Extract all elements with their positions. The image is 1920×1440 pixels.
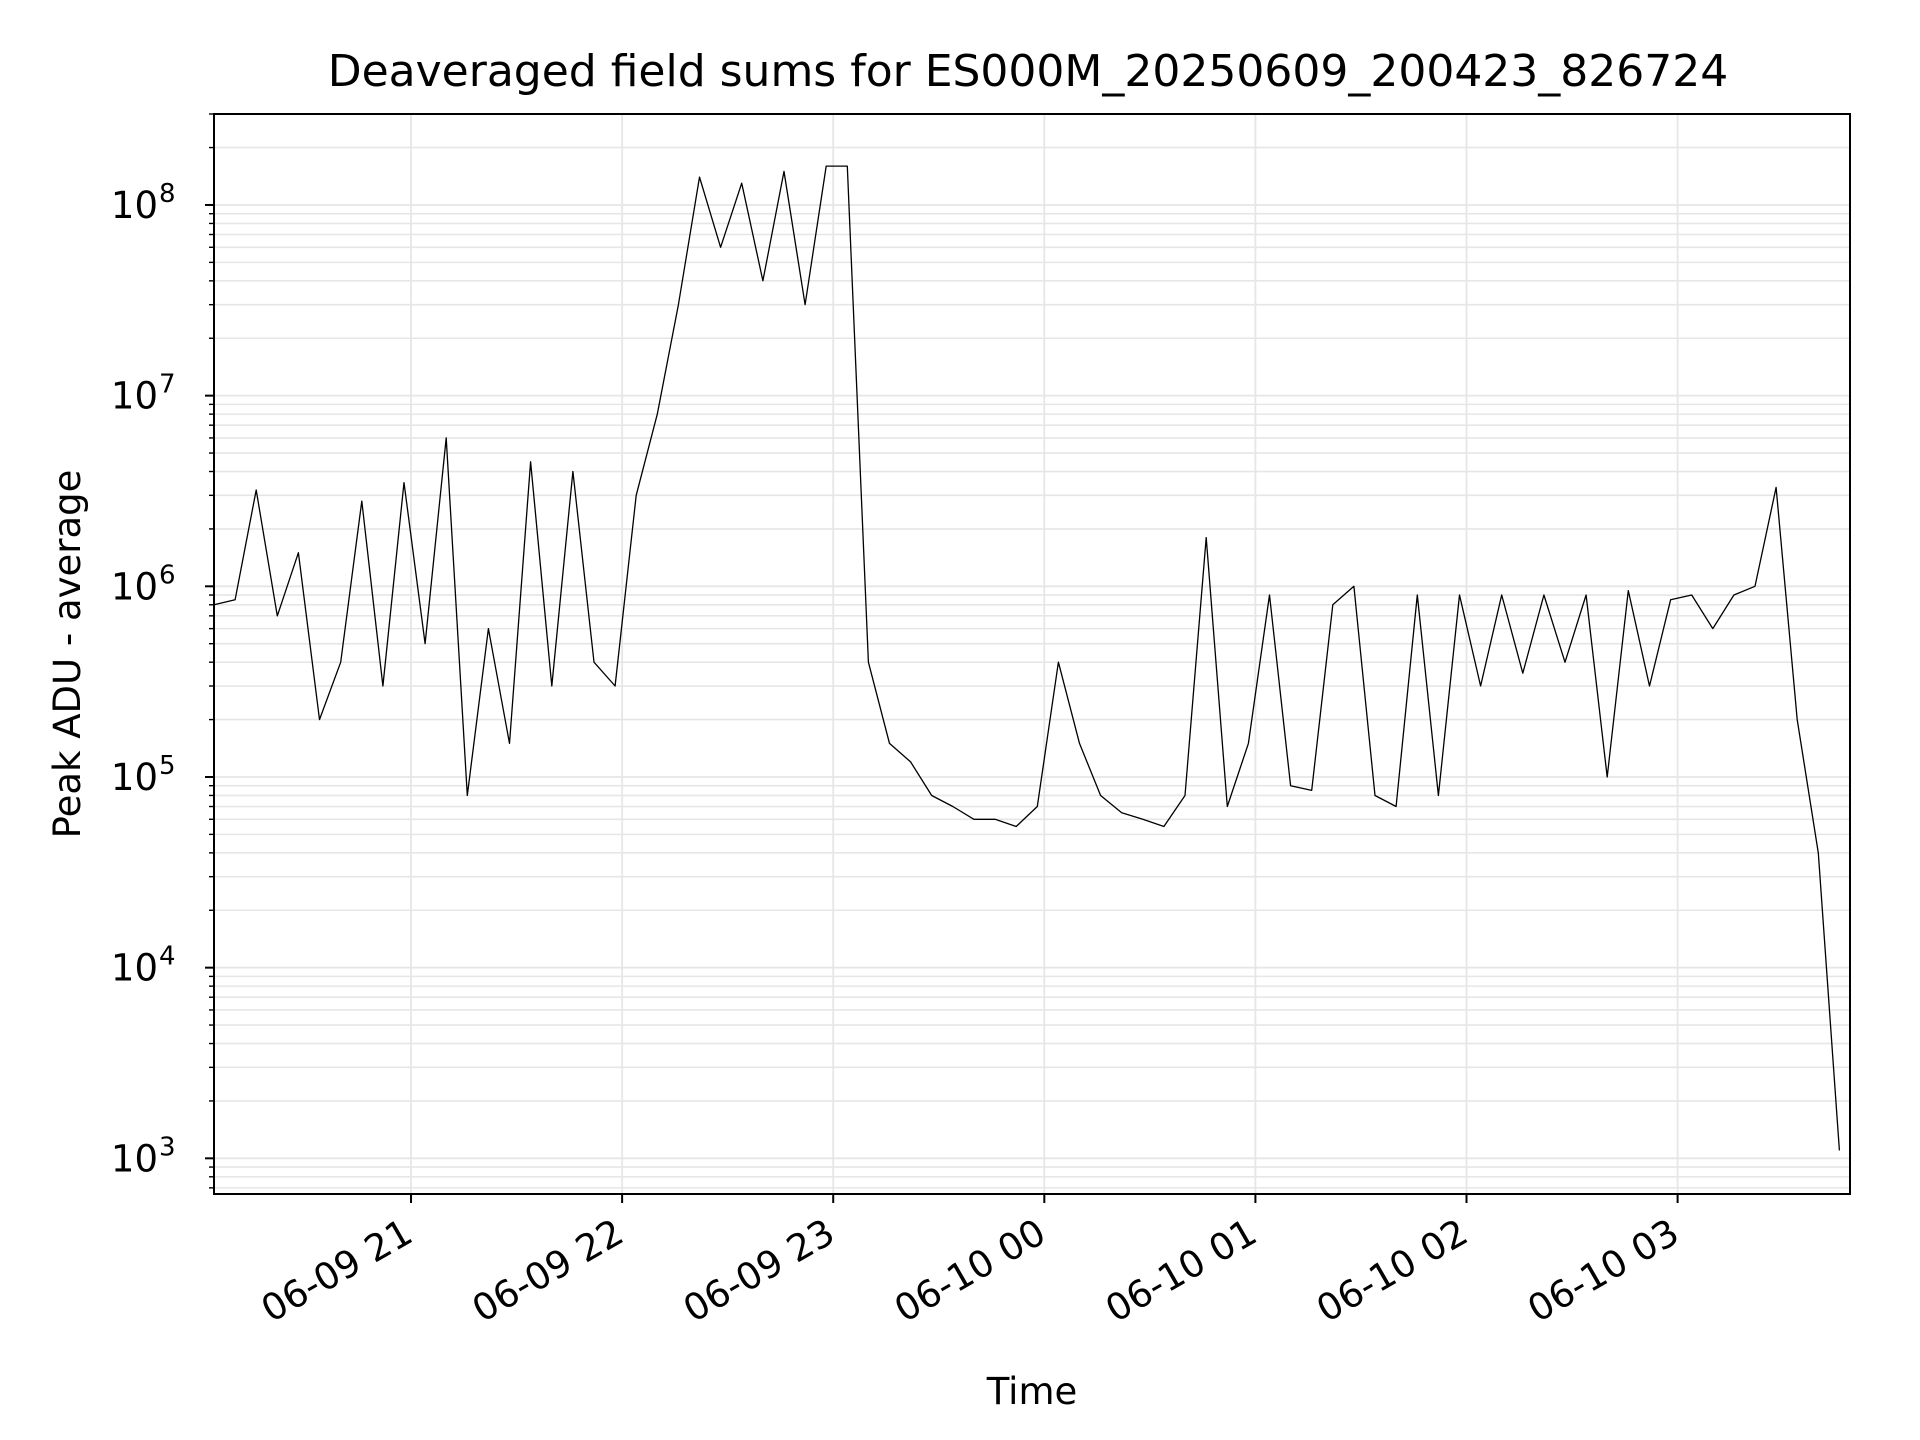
x-tick-label: 06-10 00 bbox=[887, 1211, 1053, 1331]
y-tick-label: 10 bbox=[111, 947, 158, 990]
x-tick-label: 06-09 22 bbox=[465, 1211, 631, 1331]
plot-frame bbox=[213, 113, 1851, 1195]
y-tick-exponent: 6 bbox=[159, 560, 176, 590]
y-tick-label: 10 bbox=[111, 184, 158, 227]
x-axis-label: Time bbox=[986, 1370, 1078, 1413]
y-tick-exponent: 5 bbox=[159, 751, 176, 781]
x-tick-label: 06-10 02 bbox=[1309, 1211, 1475, 1331]
y-tick-label: 10 bbox=[111, 1137, 158, 1180]
y-tick-label: 10 bbox=[111, 756, 158, 799]
y-tick-exponent: 7 bbox=[159, 370, 176, 400]
x-ticks: 06-09 21 06-09 22 06-09 23 06-10 00 06-10 01… bbox=[254, 1194, 1686, 1331]
chart-title: Deaveraged field sums for ES000M_2025060… bbox=[328, 46, 1729, 97]
series-line bbox=[213, 165, 1841, 1151]
x-tick-label: 06-09 23 bbox=[676, 1211, 842, 1331]
y-tick-exponent: 4 bbox=[159, 942, 176, 972]
x-tick-label: 06-09 21 bbox=[254, 1211, 420, 1331]
y-tick-exponent: 3 bbox=[159, 1132, 176, 1162]
y-tick-label: 10 bbox=[111, 565, 158, 608]
y-tick-label: 10 bbox=[111, 375, 158, 418]
x-tick-label: 06-10 03 bbox=[1521, 1211, 1687, 1331]
y-tick-exponent: 8 bbox=[159, 179, 176, 209]
x-tick-label: 06-10 01 bbox=[1098, 1211, 1264, 1331]
y-axis-label: Peak ADU - average bbox=[46, 470, 89, 839]
grid bbox=[214, 113, 1850, 1194]
